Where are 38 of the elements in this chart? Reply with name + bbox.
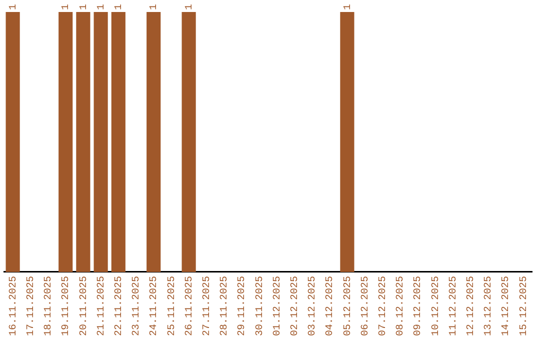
x-tick-label: 20.11.2025 [78,276,90,336]
x-tick-label: 12.12.2025 [466,276,478,336]
x-tick-label: 07.12.2025 [378,276,390,336]
x-tick-label: 19.11.2025 [61,276,72,336]
x-tick-label: 22.11.2025 [114,276,126,336]
x-tick-label: 30.11.2025 [254,276,266,336]
data-label: 1 [8,4,20,10]
x-tick-label: 14.12.2025 [501,276,512,336]
x-tick-label: 10.12.2025 [430,276,442,336]
x-tick-label: 25.11.2025 [166,276,178,336]
x-tick-label: 06.12.2025 [360,276,372,336]
x-tick-label: 03.12.2025 [308,276,319,336]
x-tick-label: 21.11.2025 [96,276,108,336]
x-tick-label: 01.12.2025 [272,276,284,336]
x-tick-label: 29.11.2025 [237,276,248,336]
x-tick-label: 15.12.2025 [518,276,530,336]
x-tick-label: 23.11.2025 [132,276,143,336]
x-tick-label: 26.11.2025 [184,276,196,336]
data-label: 1 [342,4,354,10]
x-tick-label: 11.12.2025 [448,276,460,336]
x-tick-label: 28.11.2025 [220,276,231,336]
x-tick-label: 24.11.2025 [149,276,160,336]
data-label: 1 [184,4,196,10]
x-tick-label: 09.12.2025 [413,276,424,336]
x-tick-label: 08.12.2025 [396,276,407,336]
data-label: 1 [61,4,72,10]
x-tick-label: 04.12.2025 [325,276,336,336]
data-label: 1 [96,4,108,10]
x-tick-label: 18.11.2025 [44,276,55,336]
data-label: 1 [114,4,126,10]
x-tick-label: 13.12.2025 [484,276,495,336]
x-tick-label: 17.11.2025 [26,276,38,336]
x-tick-label: 16.11.2025 [8,276,20,336]
data-label: 1 [149,4,160,10]
x-tick-label: 27.11.2025 [202,276,214,336]
x-tick-label: 02.12.2025 [290,276,302,336]
data-label: 1 [78,4,90,10]
x-tick-label: 05.12.2025 [342,276,354,336]
